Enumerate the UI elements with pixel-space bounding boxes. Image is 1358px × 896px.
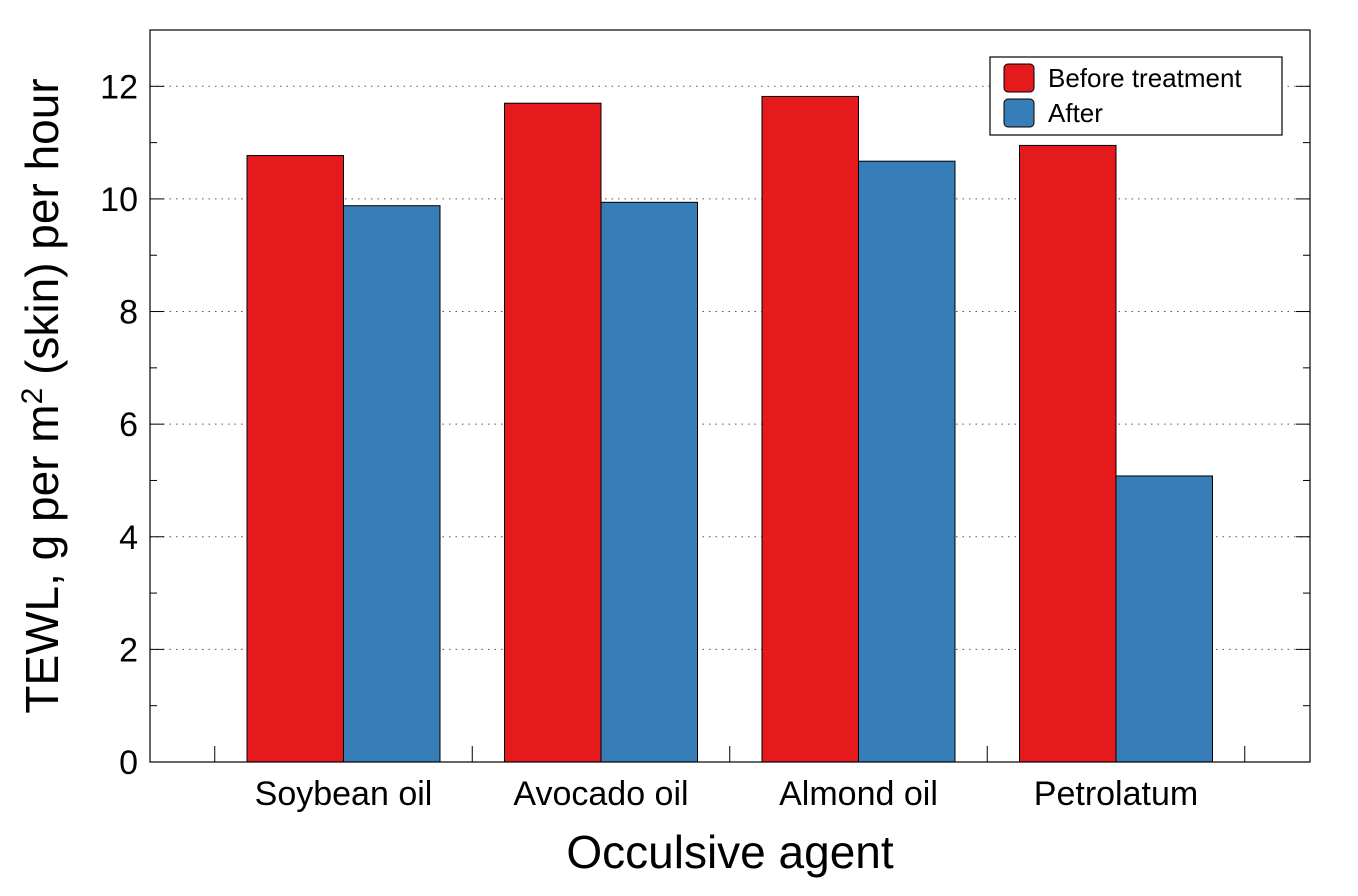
y-tick-label: 8 [119,294,138,332]
legend-label-after: After [1048,98,1103,128]
bar-almond-oil-after [858,160,956,763]
legend-swatch-after [1003,98,1035,128]
y-tick-labels: 0 2 4 6 8 10 12 [100,68,138,782]
axis-ticks [150,29,1310,763]
y-axis-title-main: TEWL, g per m [16,404,68,713]
legend-swatch-before-treatment [1003,63,1035,93]
x-tick-label: Avocado oil [513,775,688,813]
x-tick-label: Almond oil [779,775,938,813]
x-tick-label: Soybean oil [255,775,433,813]
y-tick-label: 10 [100,181,138,219]
bar-soybean-oil-before-treatment [246,155,344,763]
legend: Before treatment After [989,56,1283,136]
y-axis-title-superscript: 2 [16,388,49,405]
y-tick-label: 6 [119,406,138,444]
bar-avocado-oil-after [600,201,698,763]
x-tick-label: Petrolatum [1034,775,1198,813]
x-axis-title: Occulsive agent [566,826,893,878]
bar-petrolatum-before-treatment [1019,144,1117,763]
bar-avocado-oil-before-treatment [504,102,602,763]
grid-lines [150,85,1310,650]
bar-petrolatum-after [1115,475,1213,763]
y-tick-label: 2 [119,631,138,669]
legend-label-before-treatment: Before treatment [1048,63,1242,93]
y-tick-label: 0 [119,744,138,782]
y-axis-title: TEWL, g per m2 (skin) per hour [16,78,69,713]
bars [246,95,1213,763]
y-axis-title-rest: (skin) per hour [16,78,68,387]
y-tick-label: 12 [100,68,138,106]
bar-soybean-oil-after [343,205,441,763]
bar-almond-oil-before-treatment [761,95,859,763]
legend-box [989,56,1283,136]
x-tick-labels: Soybean oil Avocado oil Almond oil Petrolat… [255,775,1199,813]
y-tick-label: 4 [119,519,138,557]
